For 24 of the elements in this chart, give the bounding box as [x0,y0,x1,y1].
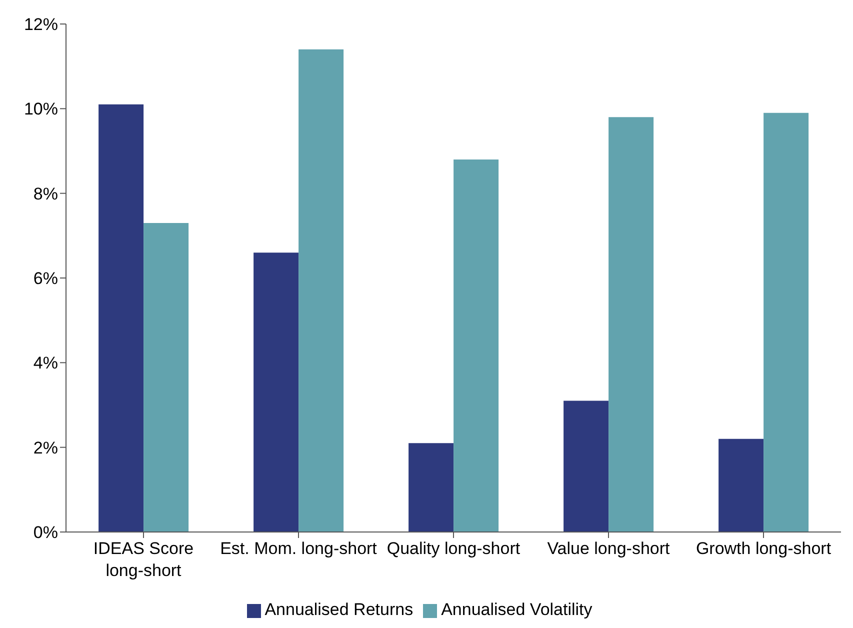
y-tick-label: 10% [24,100,58,119]
legend-label: Annualised Volatility [441,600,592,619]
bar [254,252,299,532]
x-tick-label: Value long-short [547,539,670,558]
bar [144,222,189,532]
bar [718,438,764,532]
y-tick-label: 4% [33,354,58,373]
x-tick-label: IDEAS Score long-short [93,539,194,580]
y-tick-label: 8% [33,184,58,204]
bar [608,117,654,532]
x-tick-label: Est. Mom. long-short [220,539,378,558]
bar [98,104,144,532]
y-tick-label: 12% [24,15,58,34]
bar [298,49,344,532]
x-tick-label: Growth long-short [696,539,832,558]
legend-label: Annualised Returns [264,600,414,619]
bar [564,400,609,532]
bar [454,159,499,532]
y-tick-label: 6% [33,269,58,288]
bar [408,443,454,532]
x-tick-label: Quality long-short [386,539,520,558]
y-tick-label: 0% [33,523,58,542]
y-tick-label: 2% [33,438,58,458]
bar [764,112,809,532]
